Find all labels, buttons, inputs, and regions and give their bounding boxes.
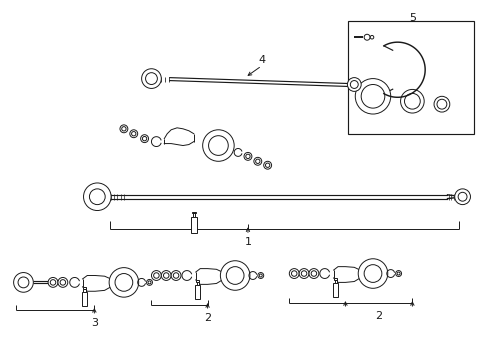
Circle shape xyxy=(266,163,270,167)
Circle shape xyxy=(405,93,420,109)
Text: 2: 2 xyxy=(375,311,383,321)
Circle shape xyxy=(115,274,133,291)
Circle shape xyxy=(132,131,136,136)
Circle shape xyxy=(254,157,262,165)
Bar xyxy=(195,285,200,299)
Bar xyxy=(83,289,86,292)
Circle shape xyxy=(109,267,139,297)
Circle shape xyxy=(311,271,317,276)
Circle shape xyxy=(437,99,447,109)
Circle shape xyxy=(48,278,58,287)
Circle shape xyxy=(90,189,105,204)
Circle shape xyxy=(154,273,159,278)
Text: 1: 1 xyxy=(245,237,251,247)
Text: 3: 3 xyxy=(91,318,98,328)
Bar xyxy=(334,278,337,280)
Circle shape xyxy=(355,78,391,114)
Circle shape xyxy=(141,135,148,143)
Circle shape xyxy=(364,265,382,282)
Circle shape xyxy=(244,152,252,160)
Bar xyxy=(192,212,196,213)
Circle shape xyxy=(130,130,138,138)
Bar xyxy=(348,21,474,134)
Circle shape xyxy=(264,161,271,169)
Circle shape xyxy=(246,154,250,158)
Circle shape xyxy=(120,125,128,133)
Circle shape xyxy=(299,269,309,278)
Circle shape xyxy=(358,259,388,288)
Circle shape xyxy=(350,81,358,89)
Circle shape xyxy=(226,267,244,284)
Bar xyxy=(82,292,87,306)
Circle shape xyxy=(203,130,234,161)
Circle shape xyxy=(395,271,401,276)
Circle shape xyxy=(14,273,33,292)
Circle shape xyxy=(173,273,179,278)
Circle shape xyxy=(142,69,161,89)
Bar xyxy=(193,213,195,217)
Circle shape xyxy=(146,73,157,85)
Circle shape xyxy=(60,280,66,285)
Bar xyxy=(83,287,86,289)
Circle shape xyxy=(397,272,400,275)
Circle shape xyxy=(370,36,374,39)
Circle shape xyxy=(209,136,228,156)
Circle shape xyxy=(122,127,126,131)
Circle shape xyxy=(148,281,151,284)
Text: 4: 4 xyxy=(258,55,265,65)
Circle shape xyxy=(364,34,370,40)
Circle shape xyxy=(301,271,307,276)
Circle shape xyxy=(434,96,450,112)
Circle shape xyxy=(361,85,385,108)
Bar xyxy=(196,282,199,285)
Circle shape xyxy=(164,273,169,278)
Circle shape xyxy=(58,278,68,287)
Bar xyxy=(333,283,338,297)
Circle shape xyxy=(171,271,181,280)
Circle shape xyxy=(83,183,111,211)
Bar xyxy=(196,280,199,282)
Circle shape xyxy=(258,273,264,278)
Circle shape xyxy=(220,261,250,290)
Circle shape xyxy=(289,269,299,278)
Circle shape xyxy=(400,89,424,113)
Bar xyxy=(335,280,337,283)
Text: 5: 5 xyxy=(409,13,416,23)
Bar xyxy=(191,217,197,233)
Text: 2: 2 xyxy=(204,313,211,323)
Circle shape xyxy=(18,277,29,288)
Circle shape xyxy=(455,189,470,204)
Circle shape xyxy=(259,274,262,277)
Circle shape xyxy=(143,136,147,141)
Circle shape xyxy=(147,279,152,285)
Circle shape xyxy=(256,159,260,163)
Circle shape xyxy=(161,271,171,280)
Circle shape xyxy=(347,78,361,91)
Circle shape xyxy=(292,271,297,276)
Circle shape xyxy=(50,280,56,285)
Circle shape xyxy=(309,269,319,278)
Circle shape xyxy=(458,192,467,201)
Circle shape xyxy=(151,271,161,280)
